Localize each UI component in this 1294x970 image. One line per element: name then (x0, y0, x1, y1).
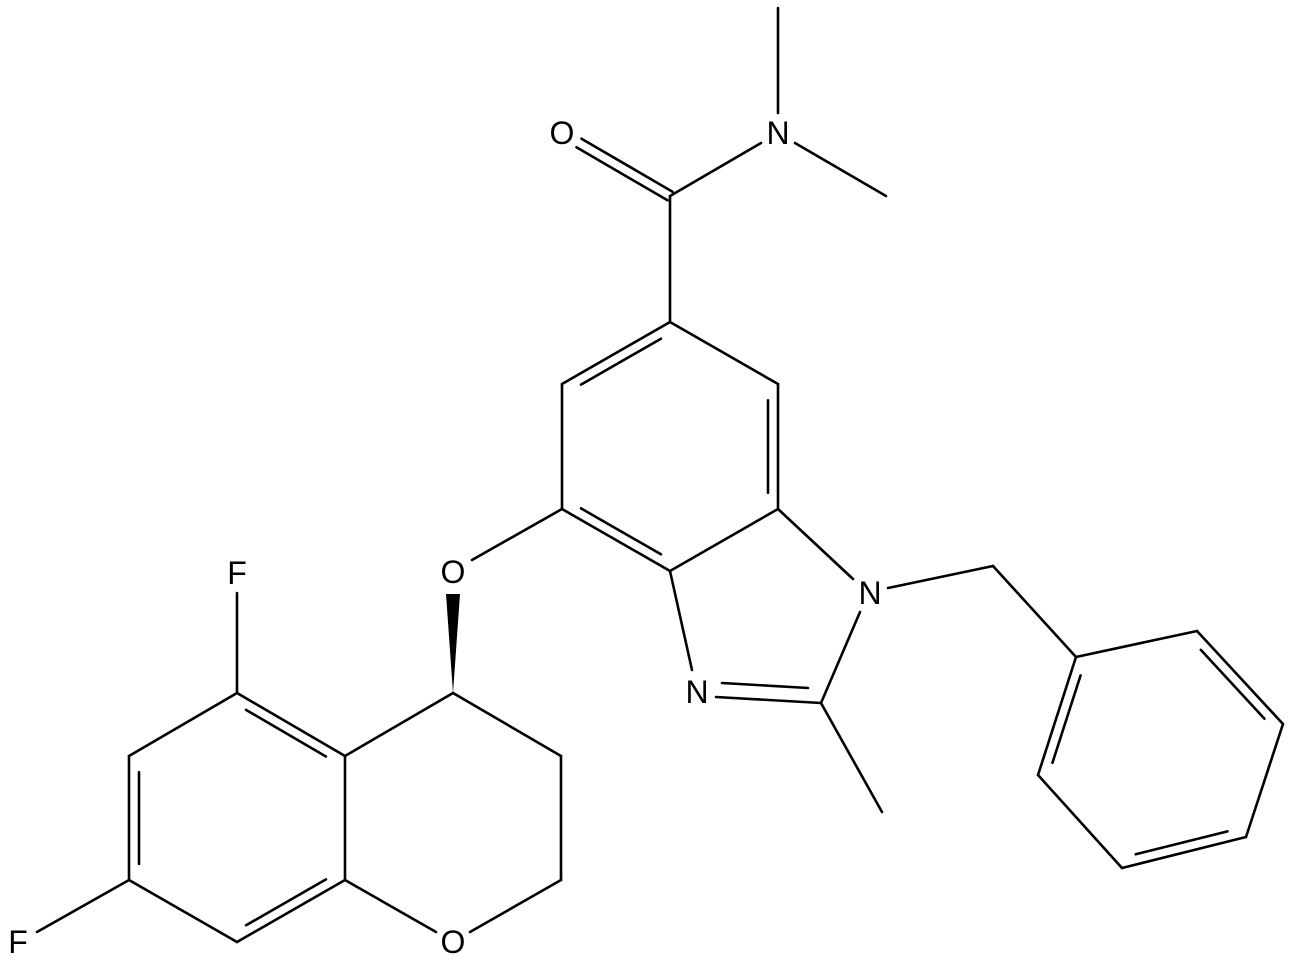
bond (343, 691, 455, 758)
bond (127, 691, 239, 758)
bond (579, 337, 663, 386)
atom-label: O (441, 924, 466, 960)
bond (819, 701, 884, 814)
bond (720, 681, 810, 690)
atom-label: O (550, 115, 575, 151)
bond (668, 507, 780, 573)
atom-label: F (8, 924, 28, 960)
bond (235, 878, 347, 944)
bond (668, 141, 763, 198)
bond (668, 320, 780, 386)
bond (714, 695, 823, 705)
bond (668, 569, 694, 672)
atom-label: N (766, 115, 789, 151)
bond (560, 507, 672, 573)
bond (580, 137, 674, 193)
bond (560, 320, 672, 386)
bond (1244, 722, 1285, 839)
bond (127, 878, 239, 944)
bond (991, 564, 1078, 659)
bond (244, 878, 328, 927)
atom-label: O (441, 554, 466, 590)
bond (776, 507, 855, 581)
bond (1051, 674, 1082, 765)
bond (451, 691, 563, 758)
wedge-bond (446, 594, 460, 693)
bond (793, 141, 888, 198)
bond (470, 507, 564, 562)
bond (1195, 629, 1285, 726)
bond (886, 564, 995, 590)
bond (1074, 629, 1199, 659)
atom-label: N (858, 575, 881, 611)
bond (244, 708, 328, 758)
bond (819, 610, 862, 705)
bond (468, 878, 563, 934)
atom-label: N (685, 674, 708, 710)
bond (579, 507, 663, 556)
bond (235, 691, 347, 758)
bond (575, 146, 669, 202)
bond (1199, 648, 1266, 720)
bond (1134, 830, 1229, 856)
bond (343, 878, 438, 934)
bond (1120, 835, 1248, 870)
bond (1036, 773, 1124, 870)
bond (35, 878, 131, 934)
atom-label: F (227, 555, 247, 591)
bond (1036, 655, 1078, 777)
